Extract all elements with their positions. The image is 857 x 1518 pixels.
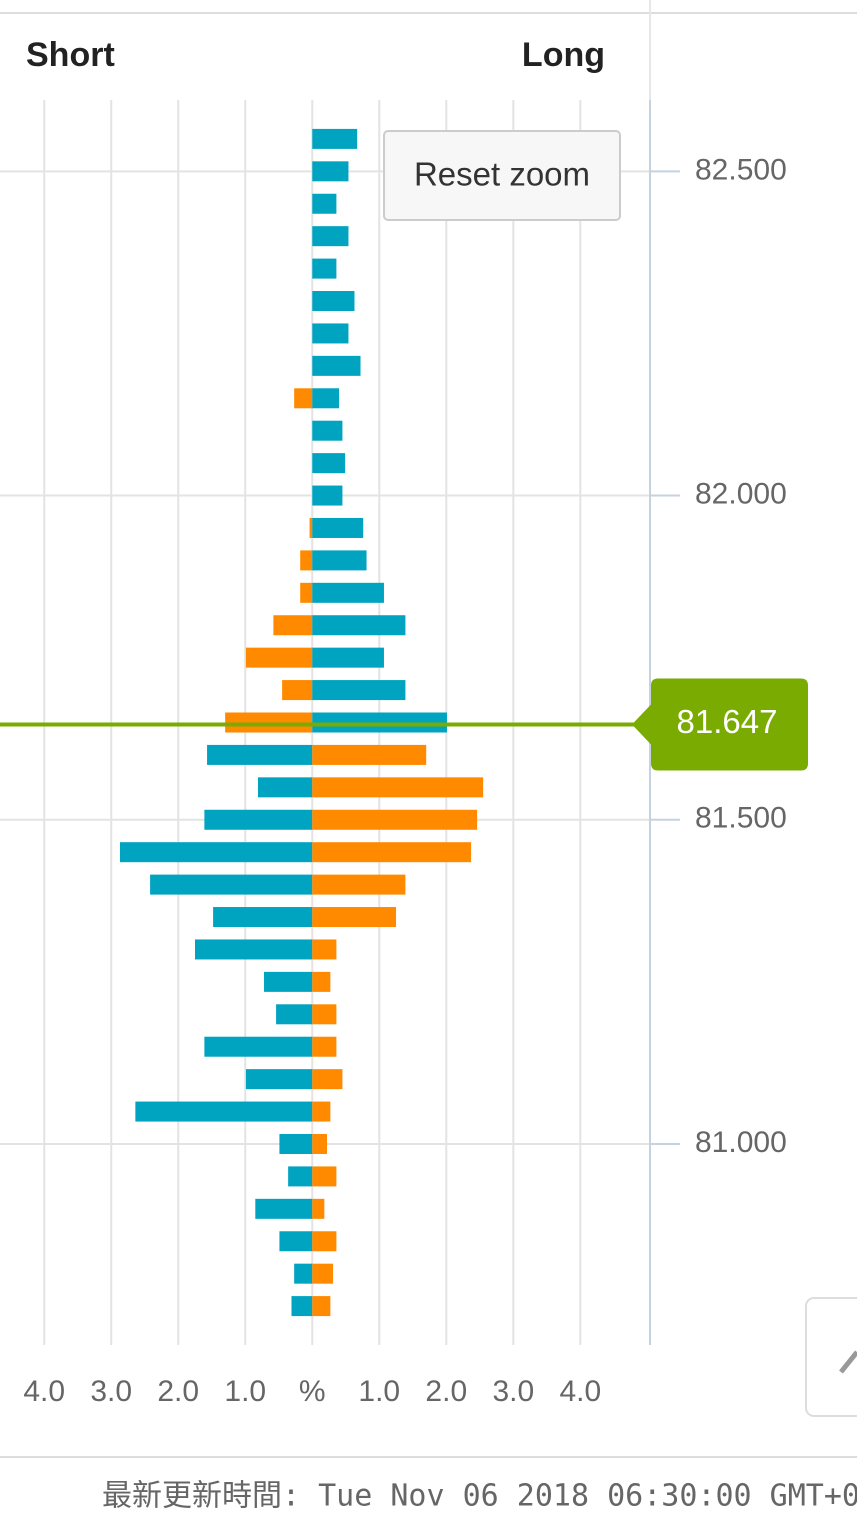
bar xyxy=(276,1004,313,1025)
bar xyxy=(312,1133,328,1154)
bar xyxy=(288,1166,313,1187)
bar xyxy=(312,517,364,538)
bar xyxy=(312,485,343,506)
y-tick-label: 82.500 xyxy=(695,153,787,186)
x-tick-label: 1.0 xyxy=(358,1375,400,1408)
bar xyxy=(257,777,313,798)
x-tick-label: 4.0 xyxy=(559,1375,601,1408)
bar xyxy=(312,161,349,182)
bar xyxy=(264,971,313,992)
bar xyxy=(312,777,484,798)
bar xyxy=(273,615,313,636)
bar xyxy=(312,1004,337,1025)
bar xyxy=(150,874,313,895)
bar xyxy=(312,323,349,344)
bar xyxy=(294,388,313,409)
bar xyxy=(255,1198,313,1219)
bar xyxy=(312,842,472,863)
x-tick-label: 2.0 xyxy=(425,1375,467,1408)
bar xyxy=(312,1101,331,1122)
bar xyxy=(195,939,313,960)
bar xyxy=(312,680,406,701)
bar xyxy=(309,517,313,538)
x-tick-label: 1.0 xyxy=(224,1375,266,1408)
bar xyxy=(312,193,337,214)
footer-text: 最新更新時間: Tue Nov 06 2018 06:30:00 GMT+090 xyxy=(102,1479,857,1514)
bar xyxy=(312,226,349,247)
x-tick-label: % xyxy=(299,1375,326,1408)
bar xyxy=(291,1296,313,1317)
bar xyxy=(312,582,384,603)
bar xyxy=(245,647,313,668)
bar xyxy=(312,1263,334,1284)
x-tick-label: 3.0 xyxy=(90,1375,132,1408)
y-tick-label: 81.000 xyxy=(695,1126,787,1159)
bar xyxy=(312,615,406,636)
bar xyxy=(213,907,313,928)
bar xyxy=(312,971,331,992)
bar xyxy=(245,1069,313,1090)
bar xyxy=(279,1133,313,1154)
y-tick-label: 81.500 xyxy=(695,802,787,835)
bar xyxy=(312,1231,337,1252)
bar xyxy=(312,1036,337,1057)
bar xyxy=(312,647,384,668)
bar xyxy=(312,907,397,928)
bar xyxy=(300,582,313,603)
bar xyxy=(312,355,361,376)
bar xyxy=(312,1069,343,1090)
current-price-badge xyxy=(632,678,808,771)
bar xyxy=(204,1036,313,1057)
edit-icon xyxy=(839,1350,857,1374)
reset-zoom-label[interactable]: Reset zoom xyxy=(414,156,590,193)
x-tick-label: 3.0 xyxy=(492,1375,534,1408)
bar xyxy=(279,1231,313,1252)
bar xyxy=(312,258,337,279)
x-tick-label: 4.0 xyxy=(23,1375,65,1408)
bar xyxy=(312,1166,337,1187)
bar xyxy=(312,420,343,441)
edit-button[interactable] xyxy=(805,1297,857,1417)
bar xyxy=(300,550,313,571)
bar xyxy=(312,291,355,312)
long-header: Long xyxy=(522,36,605,74)
x-tick-label: 2.0 xyxy=(157,1375,199,1408)
bar xyxy=(312,388,340,409)
short-header: Short xyxy=(26,36,115,74)
bar xyxy=(312,809,478,830)
bar xyxy=(312,1198,325,1219)
bar xyxy=(312,1296,331,1317)
current-price-label: 81.647 xyxy=(677,703,778,740)
bar xyxy=(207,744,313,765)
bar xyxy=(204,809,313,830)
y-tick-label: 82.000 xyxy=(695,477,787,510)
bar xyxy=(119,842,313,863)
bar xyxy=(294,1263,313,1284)
bar xyxy=(312,874,406,895)
bar xyxy=(312,128,358,149)
reset-zoom-button[interactable] xyxy=(383,130,621,221)
bar xyxy=(135,1101,313,1122)
bar xyxy=(312,939,337,960)
bar xyxy=(312,453,346,474)
bar xyxy=(282,680,313,701)
bar xyxy=(312,744,427,765)
bar xyxy=(312,550,367,571)
